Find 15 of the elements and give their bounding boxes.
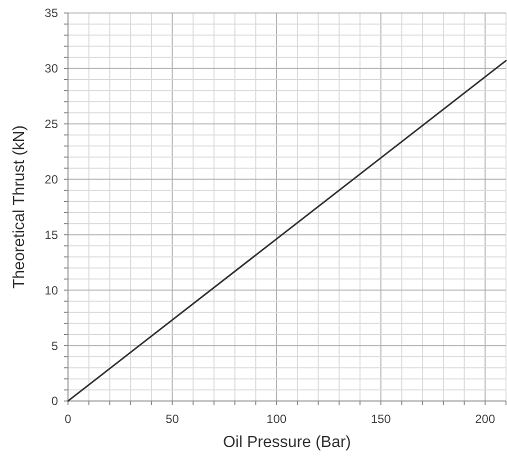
y-tick-label: 35 (44, 6, 58, 20)
y-tick-label: 20 (44, 172, 58, 186)
y-tick-label: 30 (44, 62, 58, 76)
y-tick-label: 5 (51, 338, 58, 353)
y-tick-label: 0 (51, 394, 58, 408)
x-tick-label: 200 (475, 412, 496, 426)
y-tick-label: 15 (44, 228, 58, 242)
x-tick-label: 100 (266, 412, 287, 426)
y-tick-label: 10 (44, 283, 58, 298)
y-tick-label: 25 (44, 117, 58, 132)
x-tick-label: 150 (370, 412, 392, 426)
x-tick-label: 50 (166, 412, 180, 426)
x-tick-label: 0 (64, 412, 72, 426)
y-axis-title: Theoretical Thrust (kN) (11, 125, 28, 289)
x-axis-title: Oil Pressure (Bar) (222, 434, 352, 451)
